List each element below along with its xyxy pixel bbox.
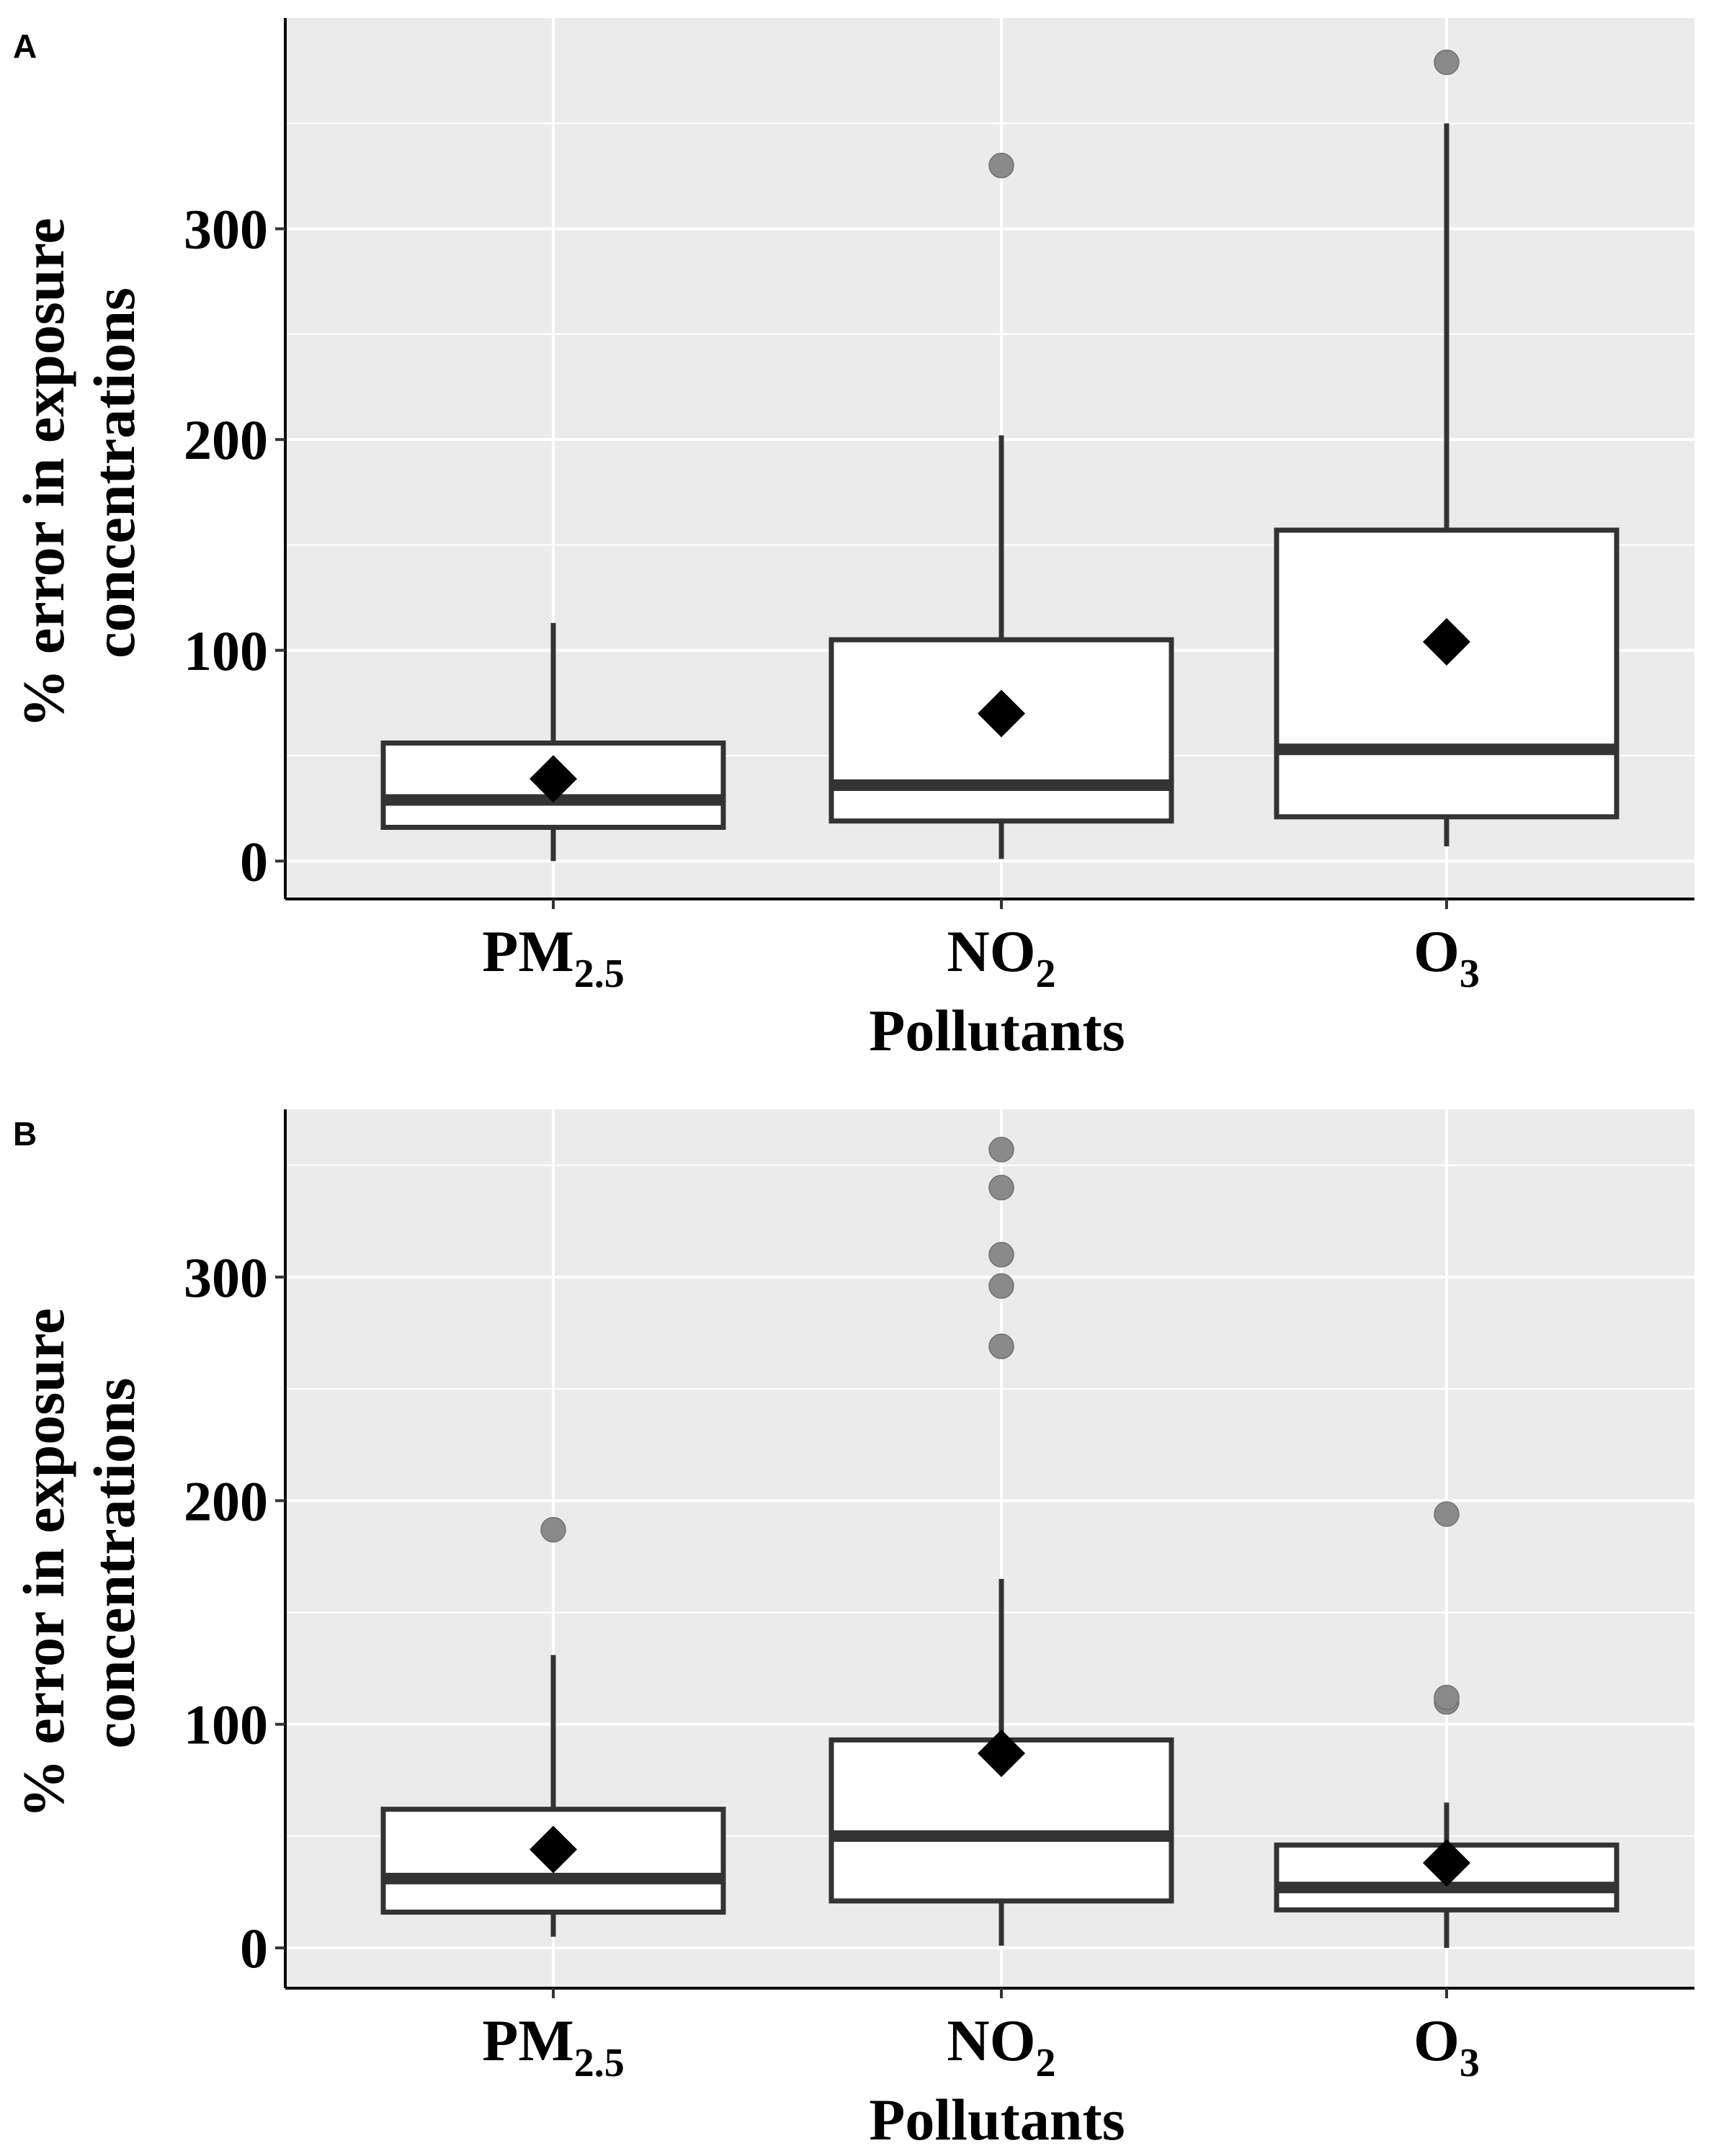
outlier-point (988, 1273, 1014, 1299)
y-tick-label: 100 (184, 1694, 268, 1756)
outlier-point (1434, 1684, 1460, 1711)
y-tick-label: 0 (240, 1917, 268, 1980)
panel-letter: A (13, 27, 37, 65)
mean-marker (978, 689, 1025, 738)
y-axis-title-line: % error in exposure (11, 218, 76, 728)
category-subscript: 3 (1460, 952, 1480, 996)
category-main-text: PM (482, 918, 573, 984)
y-tick-label: 300 (184, 1246, 268, 1309)
mean-marker (978, 1730, 1025, 1778)
category-subscript: 2 (1036, 2041, 1056, 2085)
x-category-label: O3 (1413, 918, 1480, 996)
y-axis-title: % error in exposureconcentrations (11, 1308, 147, 1818)
y-axis-title: % error in exposureconcentrations (11, 218, 147, 728)
boxplot-pm25 (380, 1516, 726, 1937)
boxplot-no2 (828, 153, 1174, 859)
outlier-point (1434, 49, 1460, 76)
y-axis-title-line: concentrations (81, 1378, 147, 1749)
y-tick-label: 200 (184, 1470, 268, 1532)
outlier-point (540, 1516, 566, 1543)
category-main-text: NO (947, 918, 1036, 984)
x-category-label: NO2 (947, 918, 1056, 996)
panel-letter: B (13, 1115, 37, 1153)
y-tick-label: 300 (184, 198, 268, 261)
y-axis-title-line: % error in exposure (11, 1308, 76, 1818)
outlier-point (988, 1333, 1014, 1359)
x-axis-title: Pollutants (869, 998, 1125, 1063)
category-main-text: O (1413, 2008, 1460, 2073)
category-subscript: 2.5 (574, 2041, 625, 2085)
y-tick-label: 100 (184, 619, 268, 682)
outlier-point (988, 1242, 1014, 1268)
outlier-point (988, 153, 1014, 179)
x-axis-title: Pollutants (869, 2087, 1125, 2152)
category-subscript: 2.5 (574, 952, 625, 996)
category-main-text: PM (482, 2008, 573, 2073)
panel-a: A 0 100 200 300 PM2.5 NO2 O3 Pollutants % error i… (11, 18, 1694, 1063)
iqr-box (1274, 527, 1619, 820)
panel-b: B 0 100 200 300 PM2.5 NO2 O3 Pollutants % error i… (11, 1109, 1694, 2152)
mean-marker (1423, 618, 1470, 666)
category-main-text: O (1413, 918, 1460, 984)
outlier-point (988, 1137, 1014, 1163)
x-category-label: NO2 (947, 2008, 1056, 2085)
boxplot-o3 (1274, 49, 1619, 846)
category-subscript: 2 (1036, 952, 1056, 996)
mean-marker (530, 1825, 577, 1874)
mean-marker (530, 755, 577, 803)
x-category-label: PM2.5 (482, 918, 624, 996)
y-tick-label: 200 (184, 408, 268, 471)
outlier-point (988, 1174, 1014, 1201)
boxplot-pm25 (380, 622, 726, 862)
category-subscript: 3 (1460, 2041, 1480, 2085)
outlier-point (1434, 1501, 1460, 1527)
x-category-label: O3 (1413, 2008, 1480, 2085)
boxplot-no2 (828, 1137, 1174, 1946)
y-axis-title-line: concentrations (81, 287, 147, 658)
mean-marker (1423, 1839, 1470, 1887)
x-category-label: PM2.5 (482, 2008, 624, 2085)
category-main-text: NO (947, 2008, 1036, 2073)
boxplot-o3 (1274, 1501, 1619, 1949)
y-tick-label: 0 (240, 830, 268, 893)
